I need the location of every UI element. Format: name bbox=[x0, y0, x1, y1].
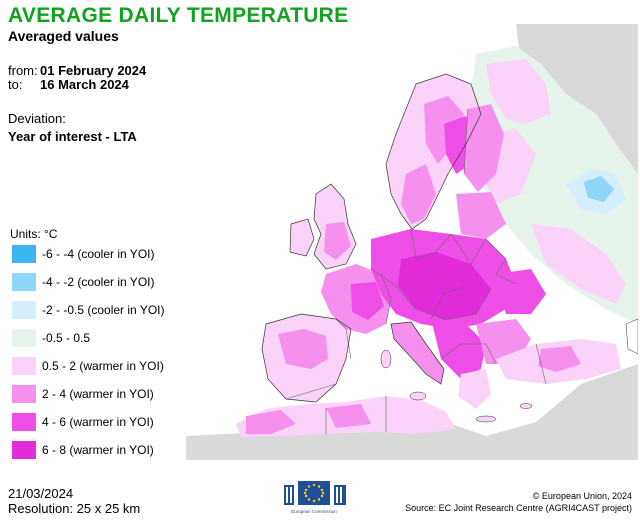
france bbox=[321, 264, 391, 334]
turkey bbox=[496, 339, 621, 384]
footer-right: © European Union, 2024 Source: EC Joint … bbox=[405, 490, 632, 514]
legend-label: -4 - -2 (cooler in YOI) bbox=[42, 275, 155, 289]
legend-label: 6 - 8 (warmer in YOI) bbox=[42, 443, 154, 457]
legend-swatch bbox=[12, 329, 36, 347]
footer-left: 21/03/2024 Resolution: 25 x 25 km bbox=[8, 486, 140, 516]
legend-label: -6 - -4 (cooler in YOI) bbox=[42, 247, 155, 261]
legend-label: -2 - -0.5 (cooler in YOI) bbox=[42, 303, 165, 317]
data-source: Source: EC Joint Research Centre (AGRI4C… bbox=[405, 503, 632, 513]
central-europe bbox=[371, 229, 546, 329]
caspian-edge bbox=[625, 318, 638, 355]
eu-flag-icon bbox=[298, 481, 330, 505]
legend-label: 2 - 4 (warmer in YOI) bbox=[42, 387, 154, 401]
finland-baltics bbox=[456, 104, 506, 239]
report-date: 21/03/2024 bbox=[8, 486, 74, 501]
commission-building-icon bbox=[284, 485, 294, 505]
copyright: © European Union, 2024 bbox=[532, 491, 632, 501]
no-data-areas bbox=[186, 24, 638, 460]
coastlines bbox=[261, 73, 482, 403]
commission-building-icon bbox=[334, 485, 346, 505]
to-label: to: bbox=[8, 77, 23, 92]
period-block: from: 01 February 2024 to: 16 March 2024 bbox=[8, 64, 146, 92]
deviation-value: Year of interest - LTA bbox=[8, 129, 137, 144]
from-label: from: bbox=[8, 63, 38, 78]
european-commission-logo: European Commission bbox=[284, 481, 346, 514]
british-isles bbox=[290, 184, 356, 269]
iberia bbox=[262, 314, 351, 402]
deviation-label: Deviation: bbox=[8, 111, 66, 126]
country-borders bbox=[285, 108, 547, 434]
map-title: AVERAGE DAILY TEMPERATURE bbox=[8, 4, 349, 27]
eastern-region bbox=[468, 46, 638, 324]
legend-swatch bbox=[12, 413, 36, 431]
legend-swatch bbox=[12, 385, 36, 403]
legend-swatch bbox=[12, 273, 36, 291]
from-date: 01 February 2024 bbox=[40, 63, 147, 78]
legend-swatch bbox=[12, 441, 36, 459]
legend-label: -0.5 - 0.5 bbox=[42, 331, 91, 345]
legend-swatch bbox=[12, 301, 36, 319]
legend-swatch bbox=[12, 245, 36, 263]
legend-label: 0.5 - 2 (warmer in YOI) bbox=[42, 359, 164, 373]
north-africa bbox=[236, 396, 456, 438]
to-date: 16 March 2024 bbox=[40, 77, 129, 92]
resolution: Resolution: 25 x 25 km bbox=[8, 501, 141, 516]
legend-units: Units: °C bbox=[10, 227, 58, 241]
legend-label: 4 - 6 (warmer in YOI) bbox=[42, 415, 154, 429]
logo-caption: European Commission bbox=[291, 509, 337, 514]
mediterranean-islands bbox=[380, 349, 533, 423]
europe-temperature-map bbox=[186, 24, 638, 460]
map-subtitle: Averaged values bbox=[8, 28, 119, 44]
legend-swatch bbox=[12, 357, 36, 375]
